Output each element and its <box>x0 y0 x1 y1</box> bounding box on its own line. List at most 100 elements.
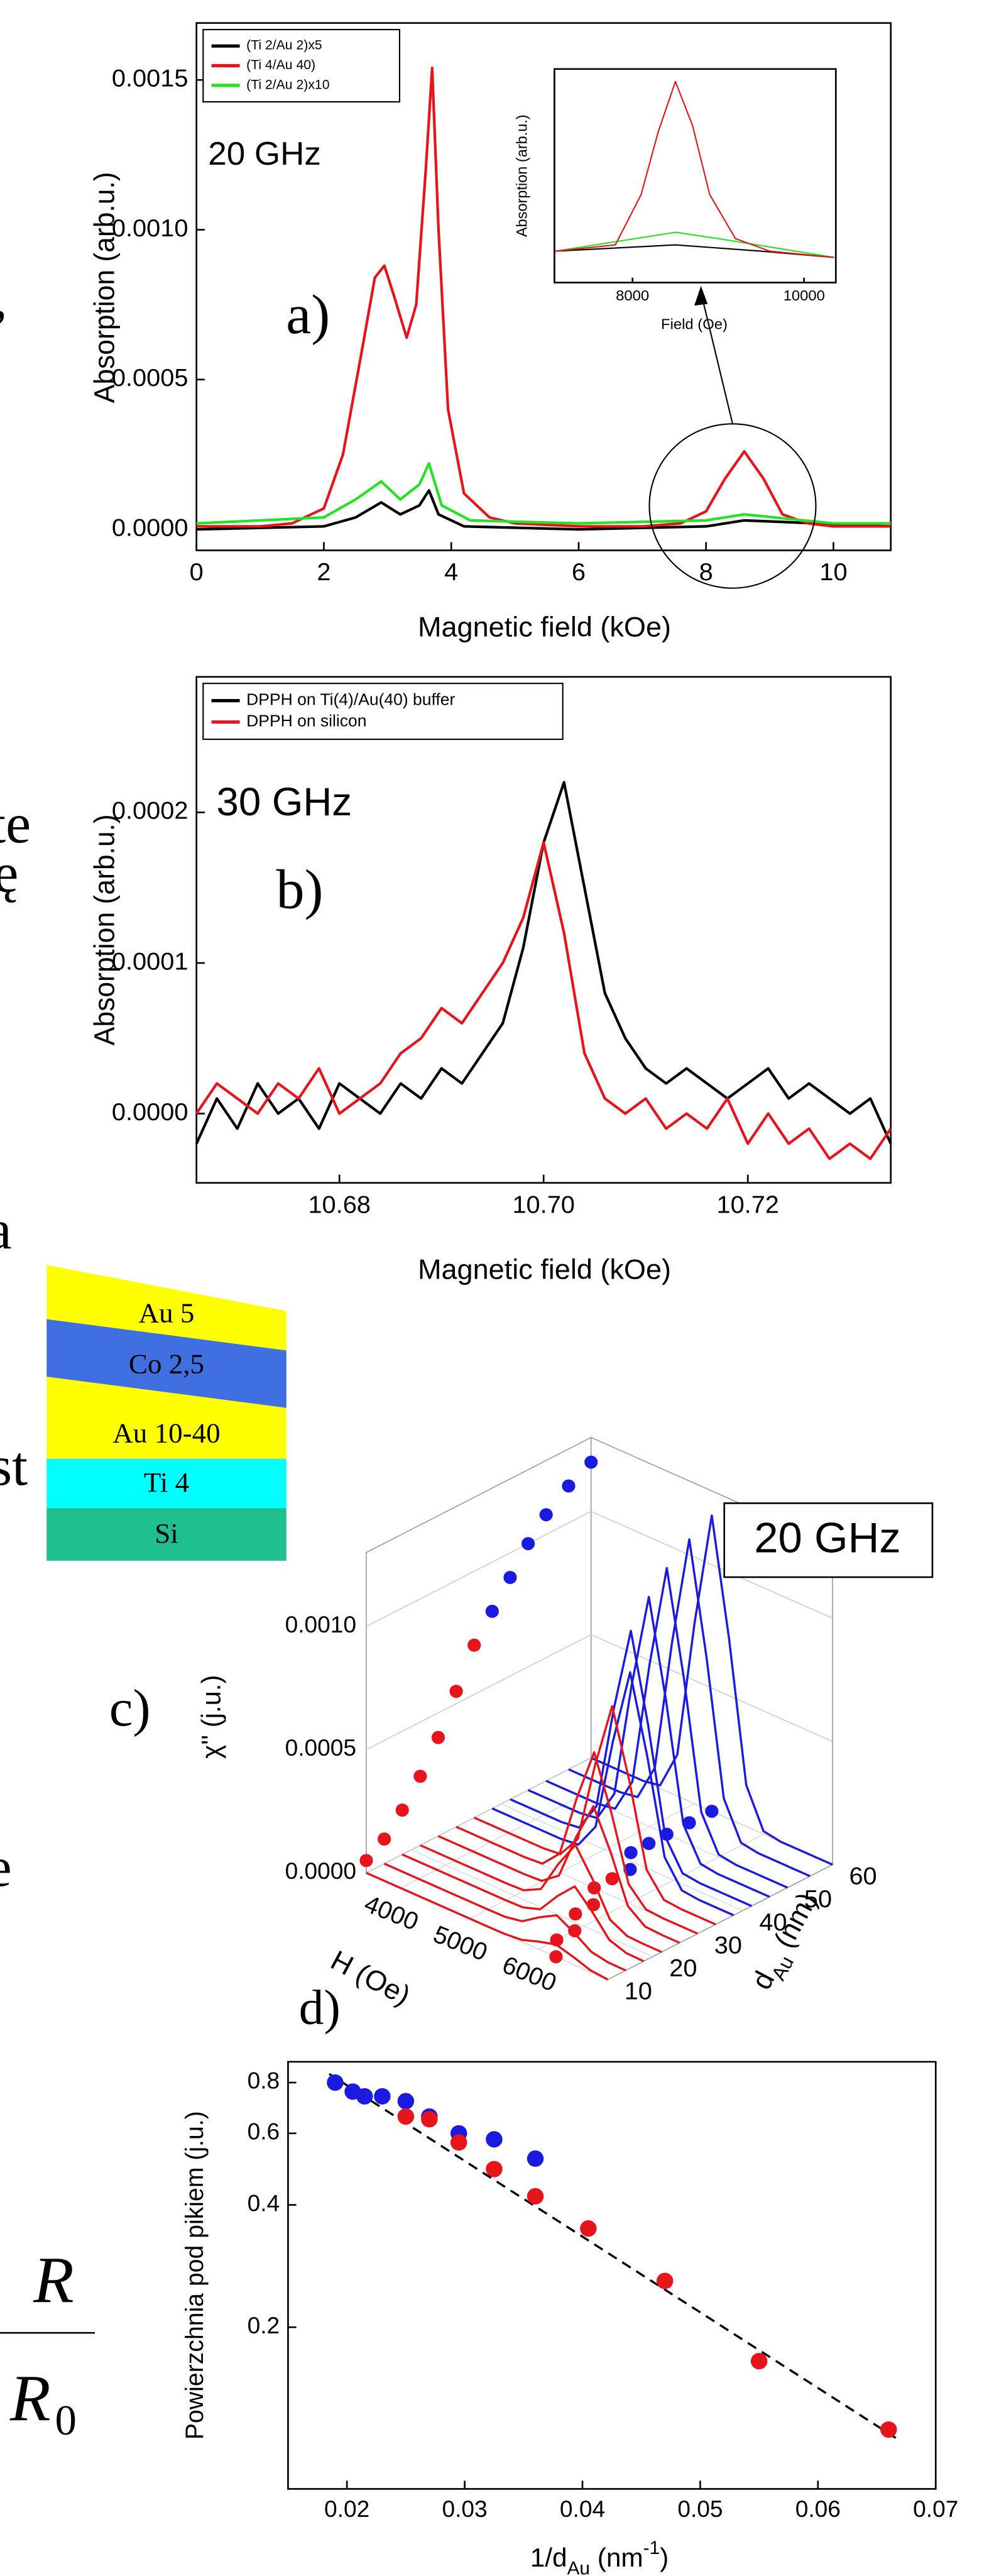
label-part: (nm <box>590 2543 643 2572</box>
x-tick-label: 10.70 <box>512 1191 574 1219</box>
layer-label: Au 5 <box>139 1297 195 1329</box>
text-fragments: , te ę a st e R R 0 <box>0 267 96 2444</box>
wall-point <box>413 1770 427 1783</box>
fragment: st <box>0 1436 28 1497</box>
point <box>374 2088 391 2105</box>
x-tick-label: 8000 <box>616 288 649 304</box>
plot-frame <box>287 2061 937 2490</box>
floor-point <box>586 1898 601 1912</box>
x-tick-label: 0.03 <box>442 2496 487 2522</box>
series-line <box>195 841 892 1160</box>
fit-line <box>329 2072 901 2442</box>
x-tick-label: 10 <box>819 558 847 586</box>
x-tick-label: 8 <box>699 558 713 586</box>
series-line <box>196 67 891 528</box>
panel-label: d) <box>299 1981 341 2035</box>
x-tick-label: 0.02 <box>324 2496 369 2522</box>
x-axis-label: Magnetic field (kOe) <box>418 612 671 643</box>
wall-point <box>584 1455 598 1469</box>
floor-point <box>569 1907 582 1921</box>
wall-point <box>395 1803 409 1817</box>
series-line <box>555 80 834 258</box>
y-tick-label: 0.0002 <box>112 797 188 825</box>
plot-frame <box>195 676 892 1184</box>
series-line <box>196 489 891 531</box>
x-tick-label: 10.68 <box>308 1191 370 1219</box>
floor-point <box>642 1837 656 1851</box>
y-tick-label: 0.6 <box>248 2119 280 2145</box>
x-tick-label: 0.05 <box>677 2496 723 2522</box>
series-line <box>591 1514 833 1866</box>
floor-point <box>549 1950 563 1964</box>
legend-label: (Ti 2/Au 2)x5 <box>246 38 322 53</box>
y-tick-label: 0.2 <box>248 2313 280 2338</box>
y-tick-label: 60 <box>849 1863 877 1890</box>
grid-line <box>366 1634 833 1751</box>
x-tick-label: 4000 <box>361 1890 423 1936</box>
point <box>397 2108 415 2125</box>
fragment: 0 <box>55 2397 76 2444</box>
point <box>486 2160 503 2177</box>
point <box>356 2088 373 2105</box>
fragment: te <box>0 793 31 855</box>
y-tick-label: 10 <box>625 1978 652 2005</box>
series-line <box>383 1863 626 1972</box>
y-tick-label: 40 <box>759 1908 787 1936</box>
legend-label: DPPH on silicon <box>246 712 366 730</box>
x-axis-label: Field (Oe) <box>661 317 728 333</box>
axis-label: 1/dAu (nm-1) <box>530 2538 669 2576</box>
x-tick-label: 0.04 <box>560 2496 605 2522</box>
y-axis-label: Absorption (arb.u.) <box>89 814 120 1045</box>
point <box>656 2272 674 2289</box>
y-tick-label: 0.0000 <box>112 514 188 542</box>
y-tick-label: 0.0005 <box>112 364 188 392</box>
legend-label: DPPH on Ti(4)/Au(40) buffer <box>246 690 455 709</box>
x-tick-label: 10000 <box>784 288 825 304</box>
y-axis-label: Absorption (arb.u.) <box>514 114 530 237</box>
layer <box>46 1265 287 1351</box>
wall-point <box>378 1832 391 1846</box>
layer <box>46 1377 287 1459</box>
layer-label: Au 10-40 <box>112 1417 220 1449</box>
z-axis-label: χ'' (j.u.) <box>196 1675 226 1759</box>
chart-title: 20 GHz <box>754 1514 901 1561</box>
y-tick-label: 20 <box>669 1954 697 1982</box>
wall-point <box>467 1638 481 1652</box>
wall-point <box>562 1479 576 1493</box>
layer-label: Co 2,5 <box>129 1348 204 1380</box>
point <box>450 2134 467 2151</box>
point <box>486 2131 503 2148</box>
fragment: e <box>0 1836 12 1898</box>
layer <box>46 1458 287 1509</box>
point <box>397 2093 415 2110</box>
wall-point <box>485 1604 499 1618</box>
chart-title: 30 GHz <box>216 781 352 825</box>
fragment: , <box>0 267 8 329</box>
series-line <box>510 1629 752 1907</box>
series-line <box>401 1853 645 1962</box>
floor-point <box>705 1804 719 1818</box>
point <box>750 2353 768 2370</box>
floor-point <box>682 1816 696 1830</box>
floor-point <box>605 1872 619 1886</box>
layer <box>46 1319 287 1408</box>
y-tick-label: 0.0000 <box>112 1098 188 1126</box>
series-line <box>491 1671 735 1917</box>
floor-point <box>568 1924 582 1937</box>
wall-point <box>521 1537 535 1551</box>
label-part: ) <box>660 2543 669 2572</box>
series-line <box>437 1805 680 1944</box>
wall-point <box>449 1685 463 1698</box>
z-tick-label: 0.0000 <box>285 1858 356 1884</box>
series-line <box>456 1751 699 1935</box>
series-line <box>420 1844 662 1953</box>
y-tick-label: 30 <box>714 1932 742 1959</box>
point <box>527 2188 544 2205</box>
layer-stack: Au 5 Co 2,5 Au 10-40 Ti 4 Si <box>46 1265 287 1561</box>
point <box>527 2150 544 2167</box>
x-axis-label: Magnetic field (kOe) <box>418 1254 671 1285</box>
grid-line <box>469 1803 695 1919</box>
y-axis-label: Powierzchnia pod pikiem (j.u.) <box>181 2111 209 2440</box>
x-tick-label: 4 <box>444 558 458 586</box>
